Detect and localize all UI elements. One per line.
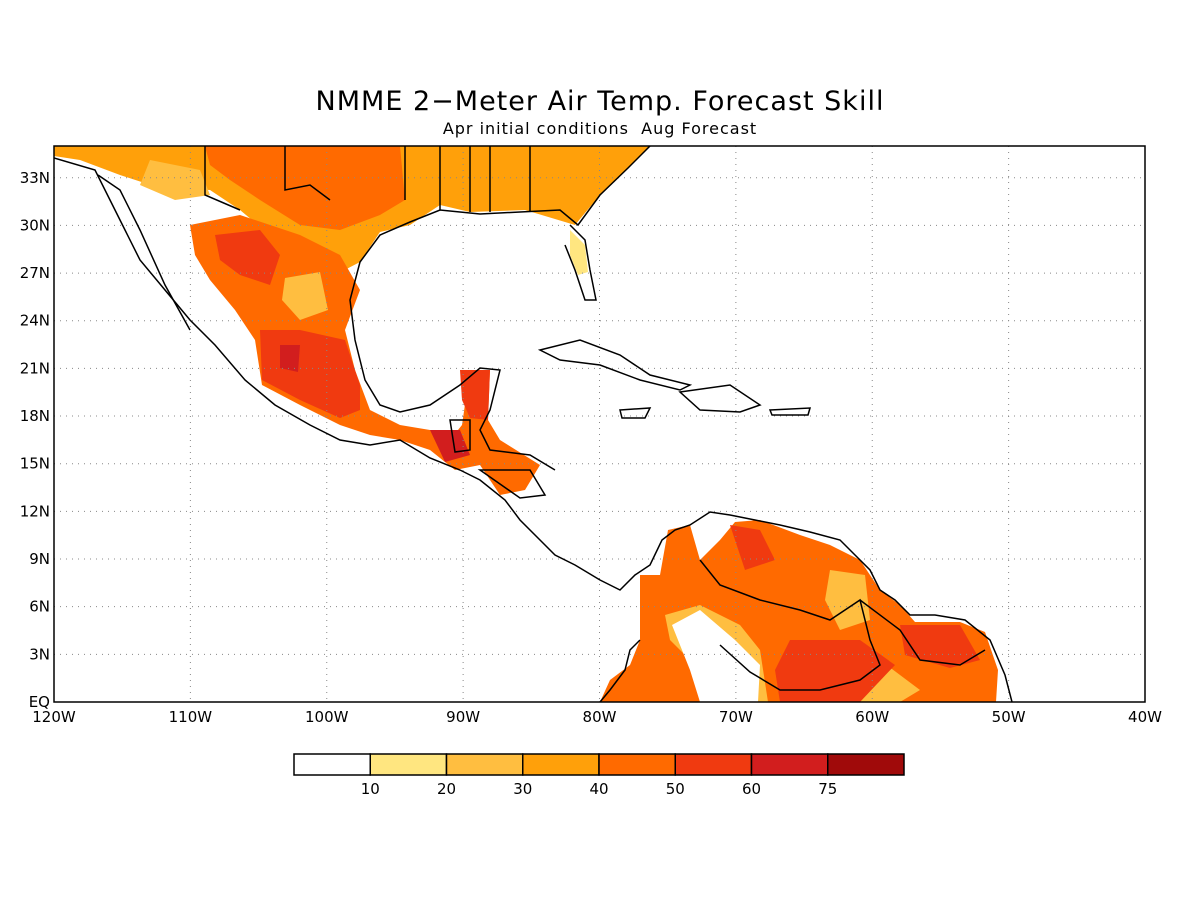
legend-level-label: 30 xyxy=(513,780,532,798)
skill-region-usa-inner xyxy=(205,146,405,230)
skill-region-guatemala xyxy=(430,430,470,462)
legend-swatch xyxy=(445,753,524,776)
lat-tick-label: EQ xyxy=(29,693,50,711)
legend-swatch xyxy=(598,753,676,776)
lat-tick-label: 15N xyxy=(20,455,50,473)
skill-region-yucatan xyxy=(460,370,490,420)
skill-region-sa-dark3 xyxy=(730,525,775,570)
skill-region-mexico-light xyxy=(282,272,328,320)
legend-swatch xyxy=(522,753,600,776)
skill-region-usa-light xyxy=(140,160,210,200)
legend-swatch xyxy=(293,753,371,776)
skill-region-mexico-spot xyxy=(280,345,300,372)
legend-swatch xyxy=(369,753,448,776)
legend-level-label: 20 xyxy=(437,780,456,798)
skill-field xyxy=(54,146,998,702)
lon-tick-label: 80W xyxy=(583,708,617,726)
skill-region-florida xyxy=(570,230,588,275)
map-title: NMME 2−Meter Air Temp. Forecast Skill xyxy=(315,86,885,117)
longitude-labels: 120W 110W 100W 90W 80W 70W 60W 50W 40W xyxy=(32,708,1162,726)
lat-tick-label: 33N xyxy=(20,169,50,187)
legend-swatch xyxy=(750,753,829,776)
lat-tick-label: 6N xyxy=(29,598,50,616)
lat-tick-label: 3N xyxy=(29,645,50,663)
lat-tick-label: 18N xyxy=(20,407,50,425)
legend-level-label: 50 xyxy=(666,780,685,798)
lon-tick-label: 70W xyxy=(719,708,753,726)
lon-tick-label: 90W xyxy=(446,708,480,726)
lon-tick-label: 40W xyxy=(1128,708,1162,726)
latitude-labels: EQ 3N 6N 9N 12N 15N 18N 21N 24N 27N 30N 33N xyxy=(20,169,50,711)
lat-tick-label: 21N xyxy=(20,359,50,377)
lat-tick-label: 9N xyxy=(29,550,50,568)
lat-tick-label: 24N xyxy=(20,312,50,330)
lon-tick-label: 60W xyxy=(855,708,889,726)
legend-swatch xyxy=(674,753,753,776)
legend-level-label: 75 xyxy=(818,780,837,798)
skill-region-sa-dark2 xyxy=(900,625,980,668)
legend-swatch xyxy=(827,753,905,776)
legend-level-label: 60 xyxy=(742,780,761,798)
coastlines xyxy=(54,146,1013,702)
skill-region-mexico-core xyxy=(215,230,280,285)
lon-tick-label: 120W xyxy=(32,708,76,726)
skill-region-mexico xyxy=(190,215,540,495)
legend-level-label: 40 xyxy=(589,780,608,798)
skill-region-sa-dark xyxy=(775,640,895,702)
lon-tick-label: 100W xyxy=(305,708,349,726)
lon-tick-label: 50W xyxy=(992,708,1026,726)
color-legend: 10 20 30 40 50 60 75 xyxy=(293,753,905,798)
legend-level-label: 10 xyxy=(361,780,380,798)
map-subtitle: Apr initial conditions Aug Forecast xyxy=(442,119,758,138)
lat-tick-label: 12N xyxy=(20,502,50,520)
lon-tick-label: 110W xyxy=(169,708,213,726)
lat-tick-label: 27N xyxy=(20,264,50,282)
lat-tick-label: 30N xyxy=(20,216,50,234)
skill-region-sa-white xyxy=(672,610,760,702)
map-frame xyxy=(53,145,1146,703)
